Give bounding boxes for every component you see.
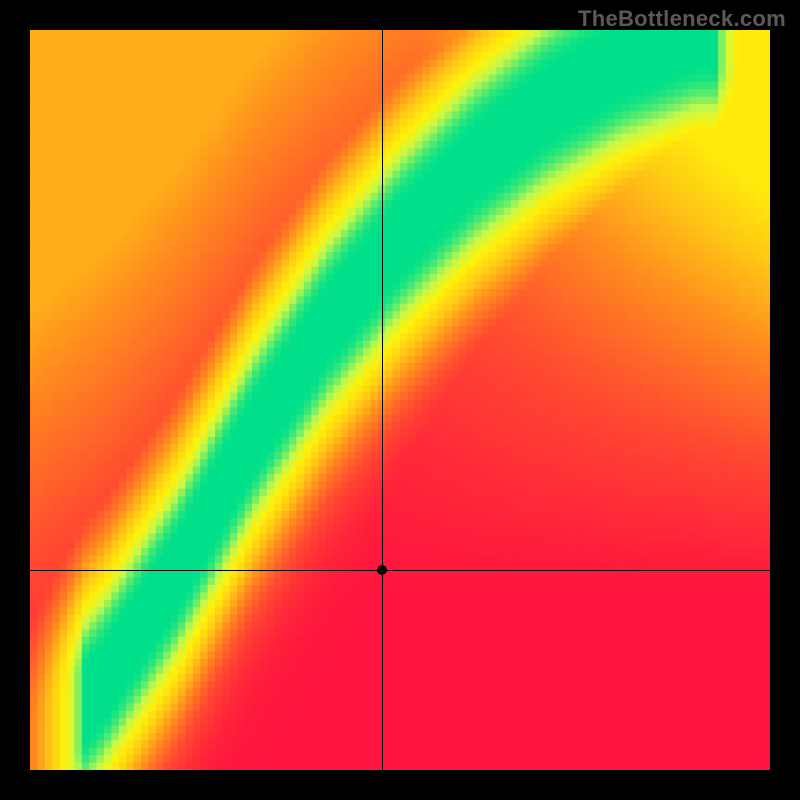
crosshair-horizontal: [30, 570, 770, 571]
crosshair-vertical: [382, 30, 383, 770]
watermark-text: TheBottleneck.com: [578, 6, 786, 32]
heatmap-plot-area: [30, 30, 770, 770]
heatmap-canvas: [30, 30, 770, 770]
marker-dot: [377, 565, 387, 575]
